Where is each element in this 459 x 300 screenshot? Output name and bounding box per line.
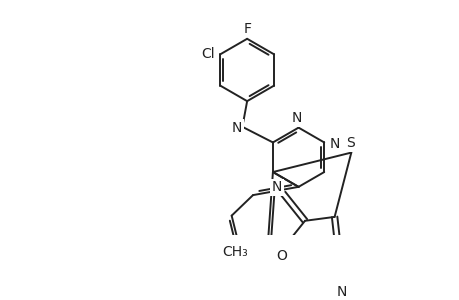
Text: F: F xyxy=(243,22,251,36)
Text: Cl: Cl xyxy=(201,47,214,61)
Text: N: N xyxy=(329,137,340,151)
Text: N: N xyxy=(291,111,302,125)
Text: N: N xyxy=(231,121,242,135)
Text: S: S xyxy=(346,136,354,150)
Text: N: N xyxy=(271,180,281,194)
Text: O: O xyxy=(275,249,286,263)
Text: N: N xyxy=(336,285,347,299)
Text: CH₃: CH₃ xyxy=(222,245,247,259)
